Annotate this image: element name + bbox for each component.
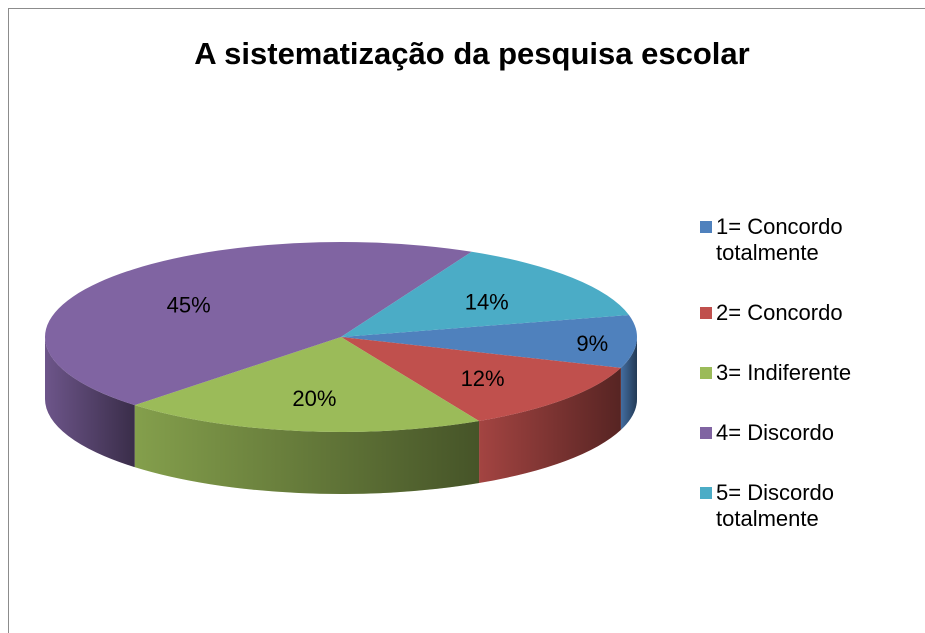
slice	[341, 337, 621, 422]
data-label: 9%	[576, 331, 608, 356]
legend-label: 4= Discordo	[716, 420, 835, 445]
slice	[341, 314, 637, 368]
slice	[134, 337, 480, 433]
legend-swatch	[700, 307, 712, 319]
legend-entry: 5= Discordo totalmente	[700, 480, 900, 532]
legend-label: 2= Concordo	[716, 300, 843, 325]
chart-title: A sistematização da pesquisa escolar	[194, 36, 749, 71]
data-label: 45%	[167, 292, 211, 317]
legend-entry: 2= Concordo	[700, 300, 900, 326]
legend-swatch	[700, 487, 712, 499]
legend-entry: 3= Indiferente	[700, 360, 900, 386]
data-label: 12%	[461, 366, 505, 391]
legend-entry: 1= Concordo totalmente	[700, 214, 900, 266]
data-label: 14%	[465, 289, 509, 314]
legend-swatch	[700, 367, 712, 379]
data-label: 20%	[292, 386, 336, 411]
slice-side-shade	[479, 367, 621, 484]
legend-entry: 4= Discordo	[700, 420, 900, 446]
slice	[44, 242, 472, 406]
legend-swatch	[700, 427, 712, 439]
slice	[341, 251, 629, 337]
legend-label: 5= Discordo totalmente	[716, 480, 835, 531]
legend-label: 3= Indiferente	[716, 360, 852, 385]
slice-side-shade	[620, 337, 637, 430]
legend-label: 1= Concordo totalmente	[716, 214, 843, 265]
slice-side-shade	[45, 337, 135, 468]
legend: 1= Concordo totalmente 2= Concordo 3= Indi…	[700, 214, 900, 532]
legend-swatch	[700, 221, 712, 233]
slice-side-shade	[134, 405, 480, 494]
